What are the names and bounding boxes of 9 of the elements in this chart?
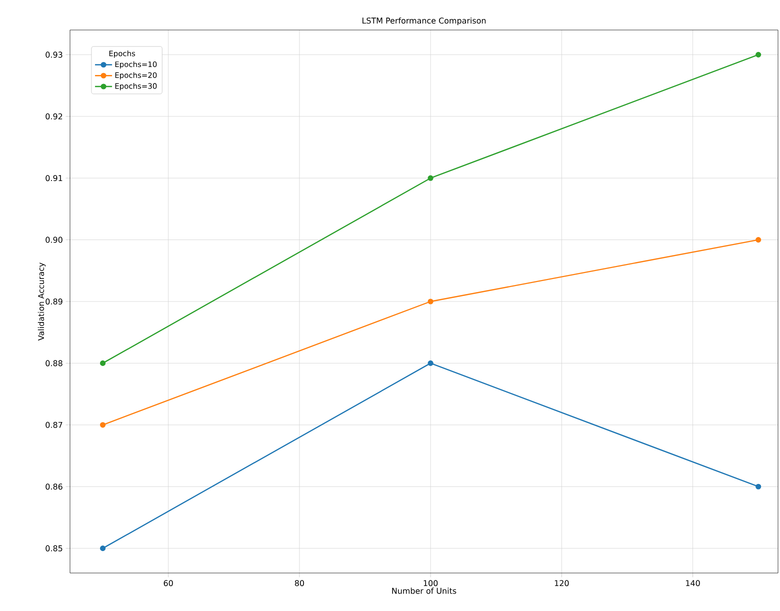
point: [428, 175, 434, 181]
point: [100, 422, 106, 428]
point: [756, 237, 762, 243]
point: [756, 52, 762, 58]
point: [428, 298, 434, 304]
point: [100, 360, 106, 366]
point: [100, 546, 106, 552]
point: [428, 360, 434, 366]
point: [756, 484, 762, 490]
